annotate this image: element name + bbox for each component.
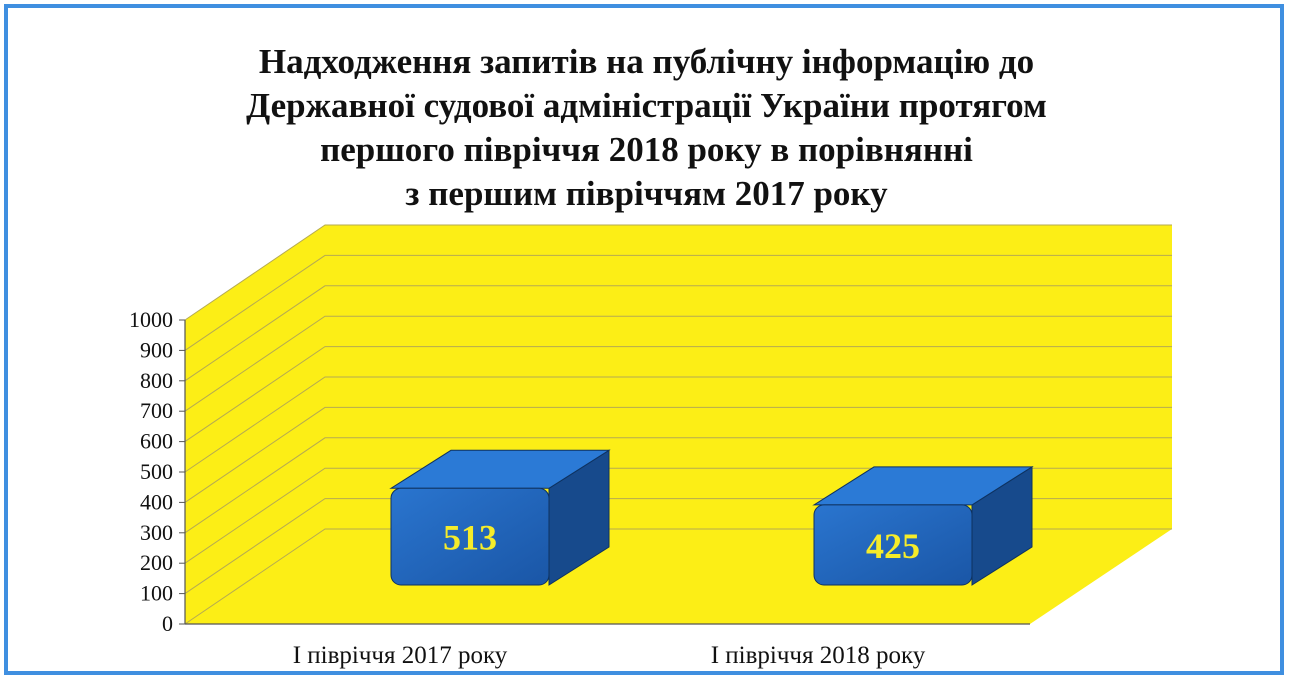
y-tick-label: 400 (140, 489, 173, 514)
gridline (184, 437, 1172, 534)
bar-front-face (390, 487, 550, 586)
y-tick-label: 1000 (129, 307, 173, 332)
bar-front-face (813, 504, 973, 586)
y-tick-label: 900 (140, 337, 173, 362)
y-tick-label: 700 (140, 398, 173, 423)
chart-title-line-4: з першим півріччям 2017 року (405, 174, 888, 213)
gridline (184, 315, 1172, 412)
chart-title: Надходження запитів на публічну інформац… (0, 40, 1293, 216)
chart-title-line-3: першого півріччя 2018 року в порівнянні (320, 130, 973, 169)
gridline (184, 376, 1172, 473)
gridline (184, 224, 1172, 321)
bar-value-label: 513 (443, 518, 497, 558)
bar-value-label: 425 (866, 526, 920, 566)
gridline (184, 406, 1172, 503)
x-category-label: І півріччя 2018 року (711, 642, 926, 669)
y-tick-label: 500 (140, 459, 173, 484)
bar-2: 425 (812, 465, 1034, 586)
gridline (184, 346, 1172, 443)
gridline (184, 254, 1172, 351)
chart-title-line-1: Надходження запитів на публічну інформац… (258, 42, 1035, 81)
y-tick-label: 200 (140, 550, 173, 575)
y-tick-label: 600 (140, 429, 173, 454)
y-tick-label: 100 (140, 581, 173, 606)
x-category-label: І півріччя 2017 року (293, 642, 508, 669)
y-tick-label: 0 (162, 611, 173, 636)
chart-title-line-2: Державної судової адміністрації України … (246, 86, 1047, 125)
gridline (184, 285, 1172, 382)
y-tick-label: 300 (140, 520, 173, 545)
y-tick-label: 800 (140, 368, 173, 393)
bar-1: 513 (389, 449, 611, 586)
